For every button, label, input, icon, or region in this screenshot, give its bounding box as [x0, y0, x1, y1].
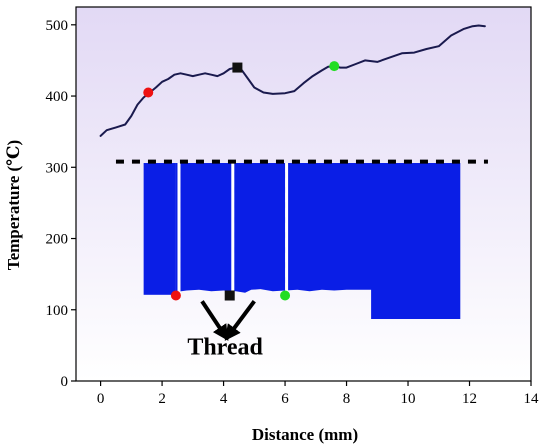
thread-arrow-2 — [224, 300, 256, 341]
curve-marker-3 — [329, 61, 340, 72]
temperature-line-1 — [99, 24, 486, 137]
region-marker-1 — [170, 290, 181, 301]
y-axis-title: Temperature (℃) — [4, 140, 23, 270]
lines-layer — [99, 24, 488, 296]
curve-marker-1 — [143, 87, 154, 98]
x-tick-label-10: 10 — [401, 391, 416, 407]
y-tick-label-100: 100 — [46, 303, 69, 319]
x-tick-label-12: 12 — [462, 391, 477, 407]
region-left-block — [143, 163, 176, 295]
y-tick-label-200: 200 — [46, 232, 69, 248]
thread-arrow-1 — [200, 300, 229, 341]
y-tick-label-400: 400 — [46, 89, 69, 105]
y-tick-label-500: 500 — [46, 18, 69, 34]
annotation-layer: Thread — [187, 300, 264, 361]
plot-frame — [75, 6, 532, 382]
x-tick-label-6: 6 — [281, 391, 289, 407]
curve-marker-2 — [232, 62, 243, 73]
region-marker-3 — [280, 290, 291, 301]
markers-layer — [143, 61, 340, 301]
region-marker-2 — [224, 290, 235, 301]
x-axis-title: Distance (mm) — [252, 425, 358, 444]
y-tick-label-300: 300 — [46, 160, 69, 176]
region-main-block — [175, 163, 461, 319]
x-tick-label-4: 4 — [220, 391, 228, 407]
x-tick-label-8: 8 — [343, 391, 351, 407]
axes-layer: 0 2 4 6 8 10 12 14 0 100 200 300 400 500 — [46, 6, 540, 407]
x-tick-label-0: 0 — [97, 391, 105, 407]
x-tick-label-2: 2 — [158, 391, 166, 407]
x-tick-label-14: 14 — [524, 391, 540, 407]
y-tick-label-0: 0 — [61, 374, 69, 390]
